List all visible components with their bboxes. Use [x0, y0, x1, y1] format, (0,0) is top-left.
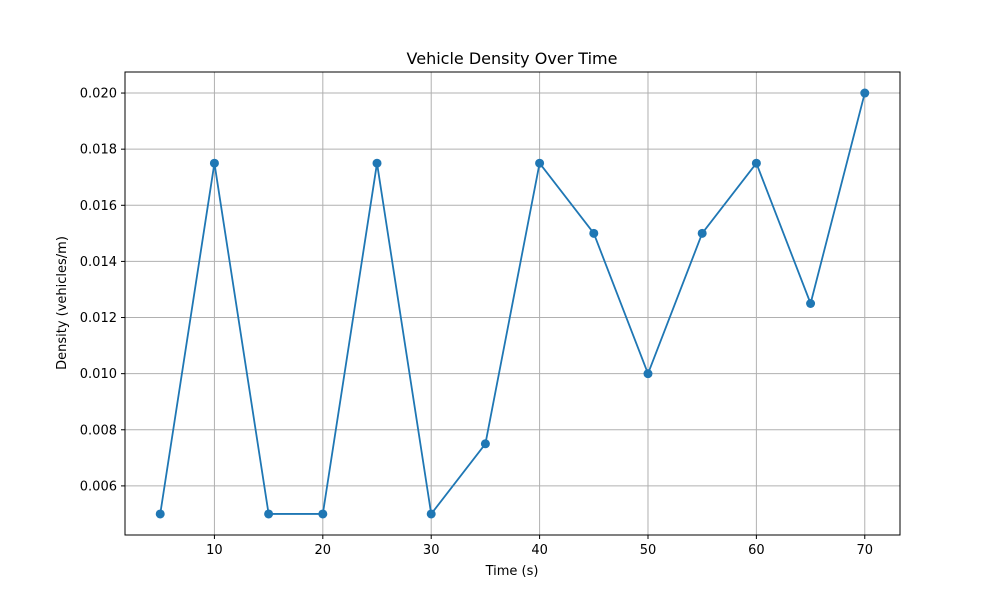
- x-axis-label: Time (s): [485, 564, 539, 579]
- plot-area-frame: [124, 71, 901, 536]
- data-point: [589, 228, 599, 238]
- data-point: [860, 88, 870, 98]
- data-point: [264, 509, 274, 519]
- data-point: [480, 439, 490, 449]
- y-tick-label: 0.010: [80, 367, 117, 382]
- x-axis-ticks: 10 20 30 40 50 60 70: [206, 535, 873, 558]
- data-point: [643, 369, 653, 379]
- x-tick-label: 20: [315, 543, 332, 558]
- data-point: [535, 158, 545, 168]
- data-point: [318, 509, 328, 519]
- data-point: [697, 228, 707, 238]
- x-tick-label: 40: [531, 543, 548, 558]
- y-tick-label: 0.006: [80, 479, 117, 494]
- x-tick-label: 60: [748, 543, 765, 558]
- y-axis-label: Density (vehicles/m): [55, 236, 70, 370]
- y-tick-label: 0.018: [80, 143, 117, 158]
- data-points: [155, 88, 870, 519]
- data-point: [806, 299, 816, 308]
- data-point: [155, 509, 165, 519]
- y-axis-ticks: 0.006 0.008 0.010 0.012 0.014 0.016 0.018 0.020: [80, 87, 125, 494]
- series-line-group: [159, 92, 866, 515]
- y-tick-label: 0.014: [80, 255, 117, 270]
- grid: [125, 72, 900, 535]
- data-point: [426, 509, 436, 519]
- y-tick-label: 0.020: [80, 87, 117, 102]
- series-line: [159, 92, 866, 515]
- data-point: [372, 158, 382, 168]
- x-tick-label: 10: [206, 543, 223, 558]
- data-point: [751, 158, 761, 168]
- x-tick-label: 50: [640, 543, 657, 558]
- data-point: [209, 158, 219, 168]
- x-tick-label: 30: [423, 543, 440, 558]
- y-tick-label: 0.008: [80, 423, 117, 438]
- x-tick-label: 70: [856, 543, 873, 558]
- chart-title: Vehicle Density Over Time: [407, 49, 618, 68]
- y-tick-label: 0.012: [80, 311, 117, 326]
- y-tick-label: 0.016: [80, 199, 117, 214]
